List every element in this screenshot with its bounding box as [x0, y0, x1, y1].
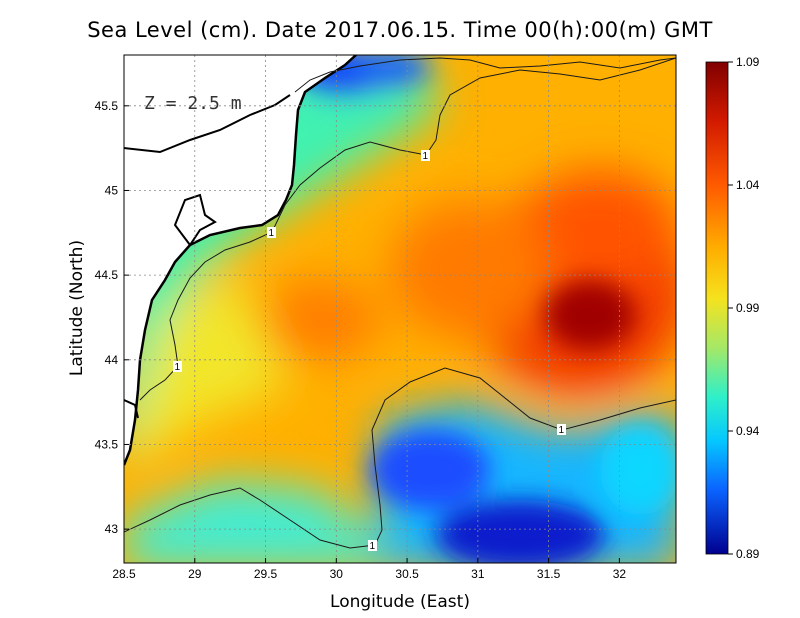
y-tick-label: 45.5 — [95, 99, 119, 113]
x-tick-label: 32 — [613, 567, 627, 581]
colorbar — [705, 61, 729, 555]
x-axis-ticks: 28.5 29 29.5 30 30.5 31 31.5 32 — [112, 558, 626, 581]
contour-label: 1 — [370, 541, 376, 552]
x-tick-label: 31.5 — [537, 567, 561, 581]
x-tick-label: 29.5 — [254, 567, 278, 581]
y-axis-label: Latitude (North) — [67, 240, 87, 376]
x-tick-label: 30 — [330, 567, 344, 581]
x-axis-label: Longitude (East) — [330, 592, 470, 612]
colorbar-tick-label: 0.89 — [736, 547, 760, 561]
x-tick-label: 29 — [188, 567, 202, 581]
lagoon-outline — [173, 193, 217, 247]
y-tick-label: 45 — [105, 183, 119, 197]
colorbar-ticks: 1.09 1.04 0.99 0.94 0.89 — [728, 55, 760, 561]
sea-level-field: 1 1 1 1 1 Z = 2.5 m — [124, 55, 676, 563]
contour-lines — [124, 57, 676, 549]
coastline — [124, 55, 357, 466]
x-tick-label: 28.5 — [112, 567, 136, 581]
plot-frame — [123, 54, 677, 564]
x-tick-label: 30.5 — [395, 567, 419, 581]
coast-fragment — [124, 399, 139, 419]
land-area — [124, 55, 356, 465]
y-tick-label: 43.5 — [95, 437, 119, 451]
contour-label: 1 — [175, 362, 181, 373]
y-tick-label: 44 — [105, 353, 119, 367]
contour-label: 1 — [423, 151, 429, 162]
contour-label: 1 — [559, 425, 565, 436]
map-title: Sea Level (cm). Date 2017.06.15. Time 00… — [87, 18, 713, 42]
y-tick-label: 43 — [105, 522, 119, 536]
grid-lines — [124, 55, 676, 563]
contour-label: 1 — [269, 228, 275, 239]
colorbar-tick-label: 0.99 — [736, 301, 760, 315]
contour-label-group: 1 1 1 1 1 — [173, 150, 566, 552]
depth-label: Z = 2.5 m — [144, 93, 242, 114]
x-tick-label: 31 — [471, 567, 485, 581]
inland-border — [124, 94, 291, 154]
colorbar-tick-label: 0.94 — [736, 424, 760, 438]
y-axis-ticks: 43 43.5 44 44.5 45 45.5 — [95, 99, 129, 536]
colorbar-tick-label: 1.04 — [736, 178, 760, 192]
colorbar-tick-label: 1.09 — [736, 55, 760, 69]
y-tick-label: 44.5 — [95, 268, 119, 282]
